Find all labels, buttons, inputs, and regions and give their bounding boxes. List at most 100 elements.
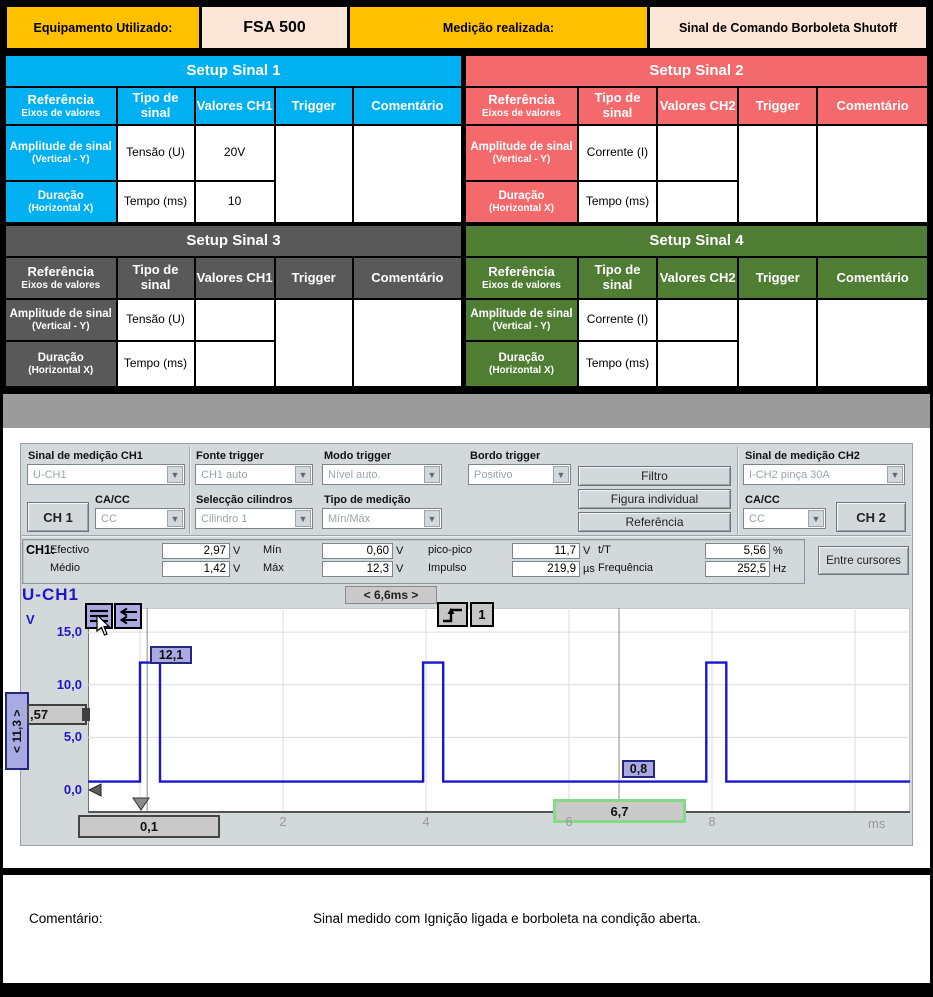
filtro-button[interactable]: Filtro <box>578 466 731 486</box>
table-title-text: Setup Sinal 3 <box>186 232 281 250</box>
header-main: sinal <box>602 105 633 120</box>
chevron-down-icon: ▼ <box>553 466 569 483</box>
measurement-label: Medição realizada: <box>442 20 555 35</box>
comment-text: Sinal medido com Ignição ligada e borbol… <box>313 911 702 926</box>
row-label-main: Amplitude de sinal <box>9 140 112 153</box>
seleccao-cilindros-select[interactable]: Cilindro 1 ▼ <box>195 508 313 529</box>
value-cell <box>657 126 738 180</box>
cursor2-time-handle[interactable]: 6,7 <box>553 799 686 823</box>
col-header-comentario: Comentário <box>818 88 927 124</box>
comment-cell <box>353 300 461 386</box>
cacc-value-left: CC <box>101 512 117 525</box>
trigger-level-marker[interactable] <box>88 783 102 797</box>
signal-type-text: Corrente (I) <box>586 312 649 327</box>
header-main: Trigger <box>755 97 800 113</box>
table-title: Setup Sinal 4 <box>466 226 927 256</box>
y-cursor-handle-notch <box>82 708 90 721</box>
modo-trigger-select[interactable]: Nível auto. ▼ <box>322 464 442 485</box>
table-title-text: Setup Sinal 2 <box>649 62 744 80</box>
signal-type-cell: Tempo (ms) <box>578 342 656 386</box>
row-label-sub: (Horizontal X) <box>488 202 554 214</box>
measurement-label: pico-pico <box>428 544 473 556</box>
row-label: Amplitude de sinal (Vertical - Y) <box>6 126 116 180</box>
signal-type-cell: Tensão (U) <box>117 126 194 180</box>
cursor1-time-handle[interactable]: 0,1 <box>78 815 220 838</box>
setup-table-3: Setup Sinal 3 Referência Eixos de valores T… <box>6 226 461 386</box>
cursor-delta-voltage-readout: < 11,3 > <box>5 692 29 770</box>
ch2-button[interactable]: CH 2 <box>836 502 906 532</box>
measurement-unit: V <box>396 563 404 575</box>
trigger-channel-button[interactable]: 1 <box>470 602 494 627</box>
cursor-move-button[interactable] <box>114 603 142 629</box>
chevron-down-icon: ▼ <box>808 510 824 527</box>
bordo-trigger-label: Bordo trigger <box>470 450 541 462</box>
row-label-sub: (Horizontal X) <box>488 364 554 376</box>
measurement-label: Impulso <box>428 562 467 574</box>
y-cursor-handle[interactable]: ,57 <box>27 704 87 725</box>
signal-type-cell: Tempo (ms) <box>117 342 194 386</box>
row-label-sub: (Vertical - Y) <box>31 153 90 165</box>
comment-cell <box>353 126 461 222</box>
signal-type-text: Tensão (U) <box>126 312 185 327</box>
equipment-label: Equipamento Utilizado: <box>33 20 173 35</box>
col-header-referencia: Referência Eixos de valores <box>466 88 577 124</box>
comment-label: Comentário: <box>29 911 103 926</box>
col-header-trigger: Trigger <box>739 88 817 124</box>
chevron-down-icon: ▼ <box>167 510 183 527</box>
figura-individual-button[interactable]: Figura individual <box>578 489 731 509</box>
equipment-value: FSA 500 <box>243 18 306 36</box>
waveform-plot <box>88 608 910 812</box>
row-label: Duração (Horizontal X) <box>466 342 577 386</box>
measurement-label: Máx <box>263 562 284 574</box>
referencia-button[interactable]: Referência <box>578 512 731 532</box>
tipo-medicao-select[interactable]: Mín/Máx ▼ <box>322 508 442 529</box>
ch2-signal-label: Sinal de medição CH2 <box>745 450 860 462</box>
entre-cursores-button[interactable]: Entre cursores <box>818 546 909 575</box>
page-border-top <box>0 0 933 3</box>
control-group-divider <box>189 447 191 534</box>
row-label: Duração (Horizontal X) <box>6 342 116 386</box>
cacc-select-left[interactable]: CC ▼ <box>95 508 185 529</box>
measurement-value-box: 5,56 <box>705 543 770 559</box>
ch2-signal-select[interactable]: I-CH2 pinça 30A ▼ <box>743 464 905 485</box>
bordo-trigger-select[interactable]: Positivo ▼ <box>468 464 571 485</box>
channel-label: CH1: <box>26 543 56 557</box>
header-main: Trigger <box>291 97 336 113</box>
header-main: Trigger <box>291 269 336 285</box>
cacc-select-right[interactable]: CC ▼ <box>743 508 826 529</box>
header-main: Comentário <box>371 97 444 113</box>
header-main: Comentário <box>371 269 444 285</box>
measurement-value-cell: Sinal de Comando Borboleta Shutoff <box>650 7 926 48</box>
fonte-trigger-select[interactable]: CH1 auto ▼ <box>195 464 313 485</box>
table-title-text: Setup Sinal 4 <box>649 232 744 250</box>
ch1-signal-select[interactable]: U-CH1 ▼ <box>27 464 185 485</box>
value-cell <box>657 342 738 386</box>
signal-type-cell: Corrente (I) <box>578 126 656 180</box>
measurement-value-box: 2,97 <box>162 543 230 559</box>
cursor1-voltage-readout: 12,1 <box>150 646 192 664</box>
ch1-button[interactable]: CH 1 <box>27 502 89 532</box>
setup-table-4: Setup Sinal 4 Referência Eixos de valores T… <box>466 226 927 386</box>
plot-area <box>88 608 910 812</box>
comment-cell <box>818 300 927 386</box>
header-main: sinal <box>140 277 171 292</box>
header-main: sinal <box>602 277 633 292</box>
setup-tables-band: Setup Sinal 1 Referência Eixos de valores T… <box>3 53 930 394</box>
value-cell <box>195 300 274 340</box>
measurement-value-box: 11,7 <box>512 543 580 559</box>
value-cell: 20V <box>195 126 274 180</box>
modo-trigger-value: Nível auto. <box>328 468 381 481</box>
trigger-edge-button[interactable] <box>437 602 468 627</box>
header-main: Valores CH1 <box>196 97 273 113</box>
chevron-down-icon: ▼ <box>424 466 440 483</box>
x-tick-label: 8 <box>708 814 716 829</box>
signal-type-text: Tempo (ms) <box>585 356 650 371</box>
row-label-main: Duração <box>37 189 84 202</box>
header-main: Tipo de <box>132 262 179 278</box>
y-tick-label: 10,0 <box>56 676 82 692</box>
trigger-position-marker[interactable] <box>132 797 150 811</box>
cursor2-voltage-readout: 0,8 <box>622 760 655 778</box>
row-label-main: Amplitude de sinal <box>470 307 573 320</box>
measurement-label: Médio <box>50 562 80 574</box>
header-main: Referência <box>488 91 555 107</box>
